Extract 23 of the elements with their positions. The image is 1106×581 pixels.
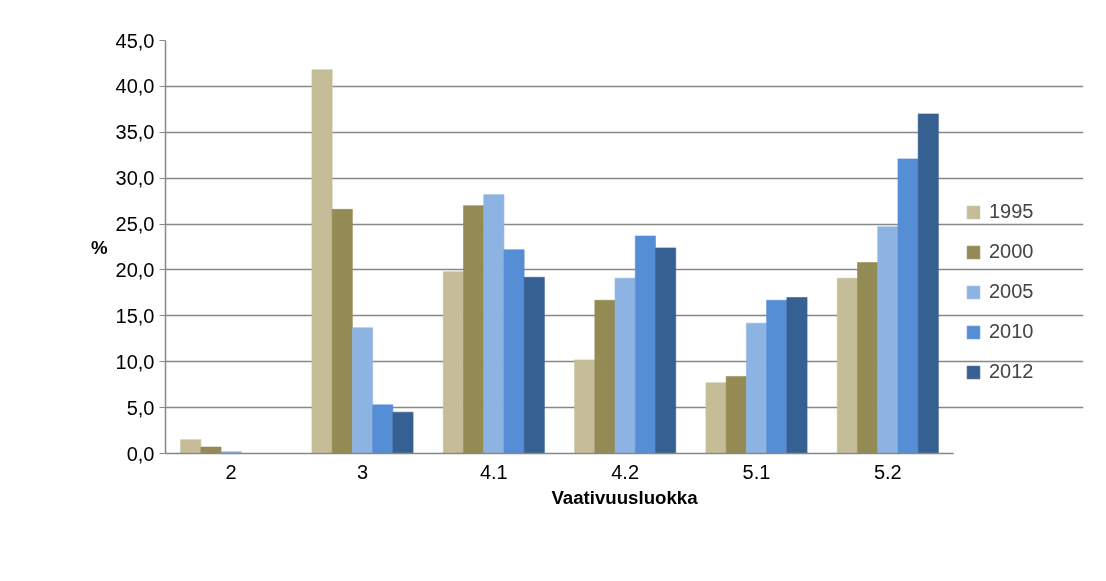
y-tick-label: 15,0 xyxy=(115,304,155,327)
y-tick-label: 30,0 xyxy=(115,167,155,190)
y-tick-label: 10,0 xyxy=(115,350,155,373)
x-tick-label: 5.1 xyxy=(742,460,771,483)
y-tick-label: 5,0 xyxy=(126,396,155,419)
legend-label: 2005 xyxy=(989,280,1034,303)
y-tick-label: 20,0 xyxy=(115,258,155,281)
legend-label: 2010 xyxy=(989,320,1034,343)
y-tick-label: 45,0 xyxy=(115,29,155,52)
x-tick-label: 4.2 xyxy=(611,460,640,483)
legend-label: 1995 xyxy=(989,200,1034,223)
x-tick-label: 5.2 xyxy=(873,460,902,483)
x-tick-label: 2 xyxy=(225,460,237,483)
x-tick-label: 3 xyxy=(356,460,369,483)
y-tick-label: 35,0 xyxy=(115,121,155,144)
y-axis-title: % xyxy=(90,236,108,258)
y-tick-label: 40,0 xyxy=(115,75,155,98)
x-tick-label: 4.1 xyxy=(479,460,508,483)
legend-label: 2012 xyxy=(989,360,1034,383)
x-axis-title: Vaativuusluokka xyxy=(551,486,699,508)
legend-label: 2000 xyxy=(989,240,1034,263)
y-tick-label: 25,0 xyxy=(115,213,155,236)
y-tick-label: 0,0 xyxy=(126,442,155,465)
